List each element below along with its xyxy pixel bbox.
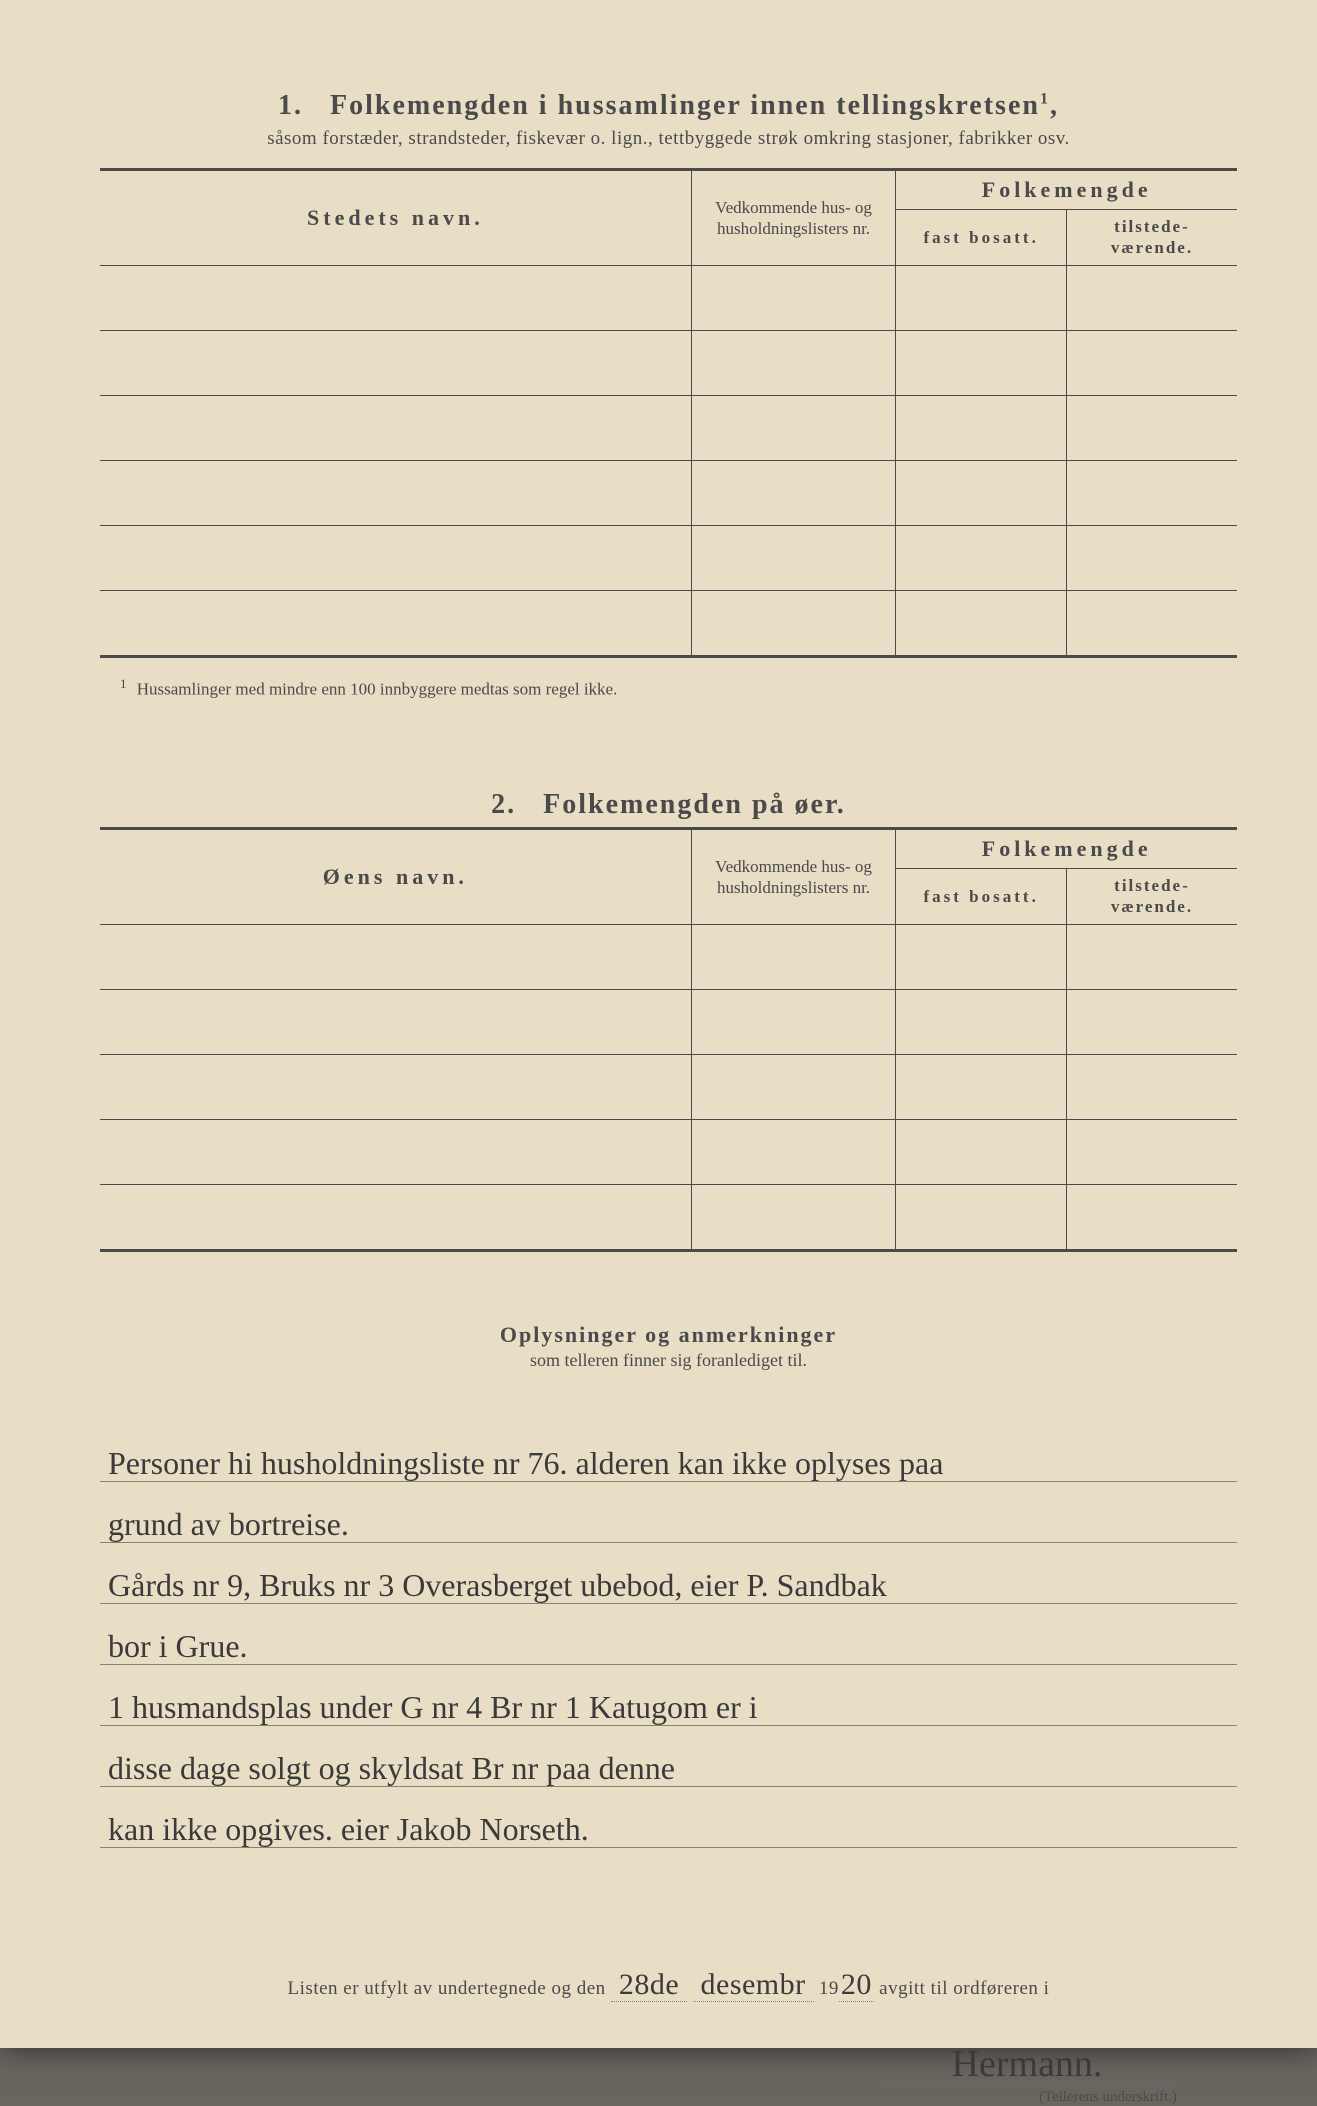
remarks-line: bor i Grue. bbox=[100, 1604, 1237, 1665]
section-2-number: 2. bbox=[491, 789, 516, 820]
section-1-number: 1. bbox=[278, 90, 303, 121]
census-form-page: 1. Folkemengden i hussamlinger innen tel… bbox=[0, 0, 1317, 2048]
col-stedets-navn: Stedets navn. bbox=[100, 170, 691, 266]
col-tilstedevaerende-2: tilstede-værende. bbox=[1066, 869, 1237, 925]
footer-text-before: Listen er utfylt av undertegnede og den bbox=[288, 1978, 606, 1999]
col-fast-bosatt-2: fast bosatt. bbox=[896, 869, 1067, 925]
footer-year-prefix: 19 bbox=[819, 1978, 839, 1999]
col-fast-bosatt: fast bosatt. bbox=[896, 210, 1067, 266]
signature-label: (Tellerens underskrift.) bbox=[100, 2089, 1177, 2106]
footer-text-after: avgitt til ordføreren i bbox=[879, 1978, 1049, 1999]
section-2: 2. Folkemengden på øer. Øens navn. Vedko… bbox=[100, 789, 1237, 1252]
remarks-title: Oplysninger og anmerkninger bbox=[100, 1322, 1237, 1348]
footnote-number: 1 bbox=[120, 676, 127, 691]
footer-year-suffix: 20 bbox=[839, 1968, 874, 2002]
section-1-title-sup: 1 bbox=[1040, 91, 1050, 108]
footnote-text: Hussamlinger med mindre enn 100 innbygge… bbox=[137, 679, 618, 698]
footer-date-month: desembr bbox=[693, 1968, 814, 2002]
remarks-line: kan ikke opgives. eier Jakob Norseth. bbox=[100, 1787, 1237, 1848]
footer-line: Listen er utfylt av undertegnede og den … bbox=[100, 1968, 1237, 2002]
col-oens-navn: Øens navn. bbox=[100, 829, 691, 925]
section-1-table: Stedets navn. Vedkommende hus- og hushol… bbox=[100, 168, 1237, 658]
remarks-line: 1 husmandsplas under G nr 4 Br nr 1 Katu… bbox=[100, 1665, 1237, 1726]
remarks-lines: Personer hi husholdningsliste nr 76. ald… bbox=[100, 1421, 1237, 1848]
section-2-title-text: Folkemengden på øer. bbox=[543, 789, 846, 820]
section-2-title: 2. Folkemengden på øer. bbox=[100, 789, 1237, 821]
col-tilstedevaerende: tilstede-værende. bbox=[1066, 210, 1237, 266]
section-1-title: 1. Folkemengden i hussamlinger innen tel… bbox=[100, 90, 1237, 122]
section-1-subtitle: såsom forstæder, strandsteder, fiskevær … bbox=[100, 128, 1237, 150]
remarks-section: Oplysninger og anmerkninger som telleren… bbox=[100, 1322, 1237, 1848]
signature-block: Hermann. (Tellerens underskrift.) bbox=[100, 2042, 1237, 2106]
section-1-footnote: 1 Hussamlinger med mindre enn 100 innbyg… bbox=[120, 676, 1237, 700]
section-2-rows bbox=[100, 924, 1237, 1250]
remarks-subtitle: som telleren finner sig foranlediget til… bbox=[100, 1350, 1237, 1371]
col-folkemengde: Folkemengde bbox=[896, 170, 1237, 210]
section-2-table: Øens navn. Vedkommende hus- og husholdni… bbox=[100, 827, 1237, 1252]
remarks-line: Personer hi husholdningsliste nr 76. ald… bbox=[100, 1421, 1237, 1482]
remarks-line: grund av bortreise. bbox=[100, 1482, 1237, 1543]
remarks-line: disse dage solgt og skyldsat Br nr paa d… bbox=[100, 1726, 1237, 1787]
col-vedkommende: Vedkommende hus- og husholdningslisters … bbox=[691, 170, 896, 266]
col-folkemengde-2: Folkemengde bbox=[896, 829, 1237, 869]
section-1: 1. Folkemengden i hussamlinger innen tel… bbox=[100, 90, 1237, 699]
signature: Hermann. bbox=[877, 2042, 1177, 2087]
col-vedkommende-2: Vedkommende hus- og husholdningslisters … bbox=[691, 829, 896, 925]
section-1-rows bbox=[100, 265, 1237, 656]
section-1-title-text: Folkemengden i hussamlinger innen tellin… bbox=[330, 90, 1040, 121]
footer-date-day: 28de bbox=[611, 1968, 687, 2002]
remarks-line: Gårds nr 9, Bruks nr 3 Overasberget ubeb… bbox=[100, 1543, 1237, 1604]
